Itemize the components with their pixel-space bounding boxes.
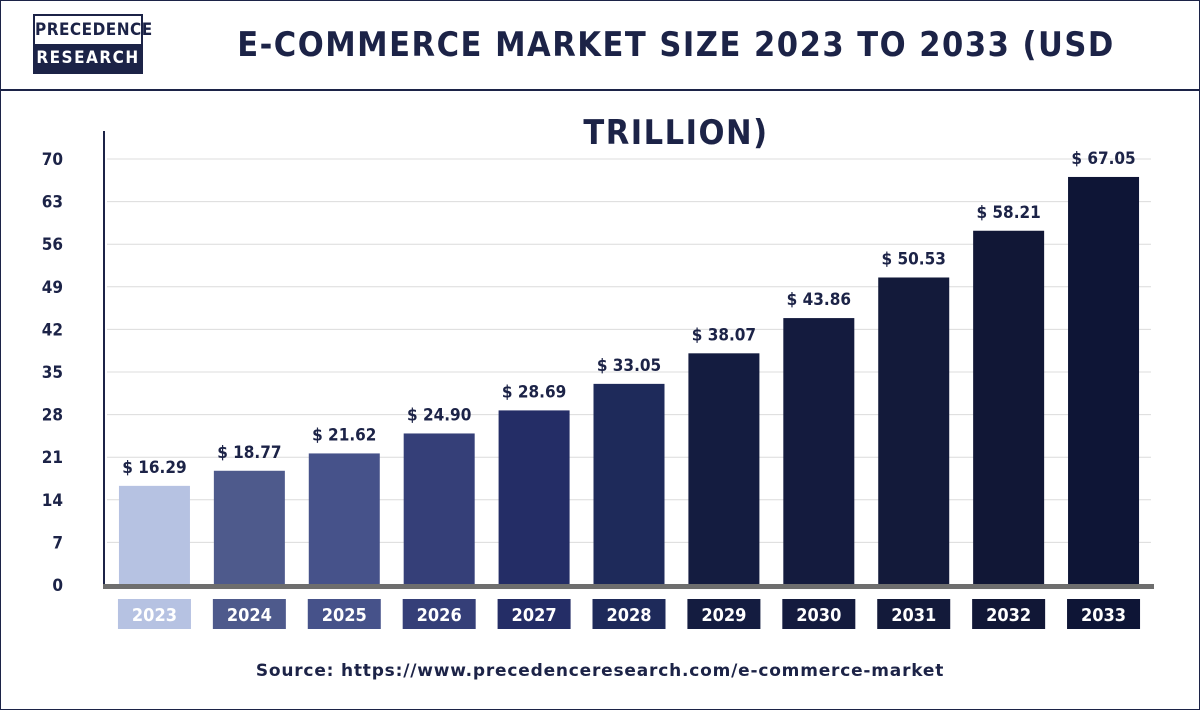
x-tick-label-2025: 2025: [322, 605, 367, 626]
y-tick-label: 14: [42, 491, 63, 511]
x-tick-label-2031: 2031: [891, 605, 936, 626]
x-tick-label-2023: 2023: [132, 605, 177, 626]
data-label-2027: $ 28.69: [502, 382, 566, 402]
category-box-2027: [497, 599, 571, 629]
x-axis-baseline: [103, 584, 1154, 589]
x-tick-label-2033: 2033: [1081, 605, 1126, 626]
y-tick-label: 49: [42, 278, 63, 298]
x-tick-label-2032: 2032: [986, 605, 1031, 626]
y-tick-label: 70: [42, 150, 63, 170]
category-box-2031: [877, 599, 951, 629]
data-label-2032: $ 58.21: [976, 203, 1040, 223]
data-label-2026: $ 24.90: [407, 405, 471, 425]
y-tick-label: 63: [42, 193, 63, 213]
data-label-2031: $ 50.53: [882, 249, 946, 269]
y-tick-label: 42: [42, 320, 63, 340]
brand-logo-line2: RESEARCH: [35, 44, 141, 72]
category-box-2024: [212, 599, 286, 629]
bar-2033: [1068, 176, 1140, 585]
category-box-2026: [402, 599, 476, 629]
category-box-2030: [782, 599, 856, 629]
x-tick-label-2026: 2026: [417, 605, 462, 626]
chart-title: E-COMMERCE MARKET SIZE 2023 TO 2033 (USD…: [237, 25, 1115, 153]
x-tick-label-2024: 2024: [227, 605, 272, 626]
data-label-2024: $ 18.77: [217, 443, 281, 463]
data-label-2023: $ 16.29: [122, 458, 186, 478]
data-label-2029: $ 38.07: [692, 325, 756, 345]
category-box-2023: [117, 599, 191, 629]
category-box-2029: [687, 599, 761, 629]
y-tick-label: 56: [42, 235, 63, 255]
bar-2024: [213, 470, 285, 585]
brand-logo-line1: PRECEDENCE: [35, 16, 152, 44]
category-box-2025: [307, 599, 381, 629]
bar-2026: [403, 433, 475, 585]
data-label-2025: $ 21.62: [312, 425, 376, 445]
y-tick-label: 28: [42, 406, 63, 426]
data-label-2028: $ 33.05: [597, 356, 661, 376]
x-tick-label-2027: 2027: [512, 605, 557, 626]
bars: $ 16.29 $ 18.77 $ 21.62 $ 24.90 $ 28.69 $ 33.…: [118, 149, 1140, 586]
bar-2028: [593, 383, 665, 585]
x-tick-label-2030: 2030: [796, 605, 841, 626]
bar-2025: [308, 453, 380, 585]
y-axis: 0 7 14 21 28 35 42 49 56 63 70: [42, 131, 105, 596]
y-tick-label: 35: [42, 363, 63, 383]
bar-2031: [878, 277, 950, 585]
category-box-2028: [592, 599, 666, 629]
bar-2023: [118, 485, 190, 585]
y-tick-label: 0: [52, 576, 63, 596]
x-tick-label-2028: 2028: [606, 605, 651, 626]
y-tick-label: 7: [52, 533, 63, 553]
source-note: Source: https://www.precedenceresearch.c…: [255, 661, 945, 681]
bar-2029: [688, 353, 760, 585]
baseline: [103, 584, 1154, 589]
category-box-2032: [972, 599, 1046, 629]
bar-2030: [783, 318, 855, 585]
x-tick-label-2029: 2029: [701, 605, 746, 626]
y-tick-label: 21: [42, 448, 63, 468]
header: PRECEDENCE RESEARCH E-COMMERCE MARKET SI…: [1, 1, 1199, 153]
bar-chart: 0 7 14 21 28 35 42 49 56 63 70 $ 16.29 $ 18.77 $ 21.…: [42, 131, 1154, 629]
brand-logo: PRECEDENCE RESEARCH: [33, 14, 152, 74]
x-axis-categories: 2023 2024 2025 2026 2027 2028 2029 2030 2031 2032…: [117, 599, 1141, 629]
bar-2032: [973, 230, 1045, 586]
category-box-2033: [1067, 599, 1141, 629]
data-label-2030: $ 43.86: [787, 290, 851, 310]
bar-2027: [498, 410, 570, 585]
data-label-2033: $ 67.05: [1071, 149, 1135, 169]
